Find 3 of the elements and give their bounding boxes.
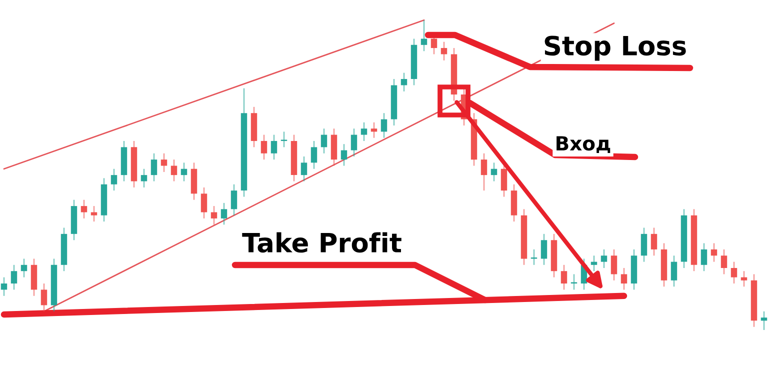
annotation: Вход xyxy=(556,136,610,154)
annotation: Stop Loss xyxy=(544,36,686,61)
annotation: Take Profit xyxy=(242,232,402,253)
